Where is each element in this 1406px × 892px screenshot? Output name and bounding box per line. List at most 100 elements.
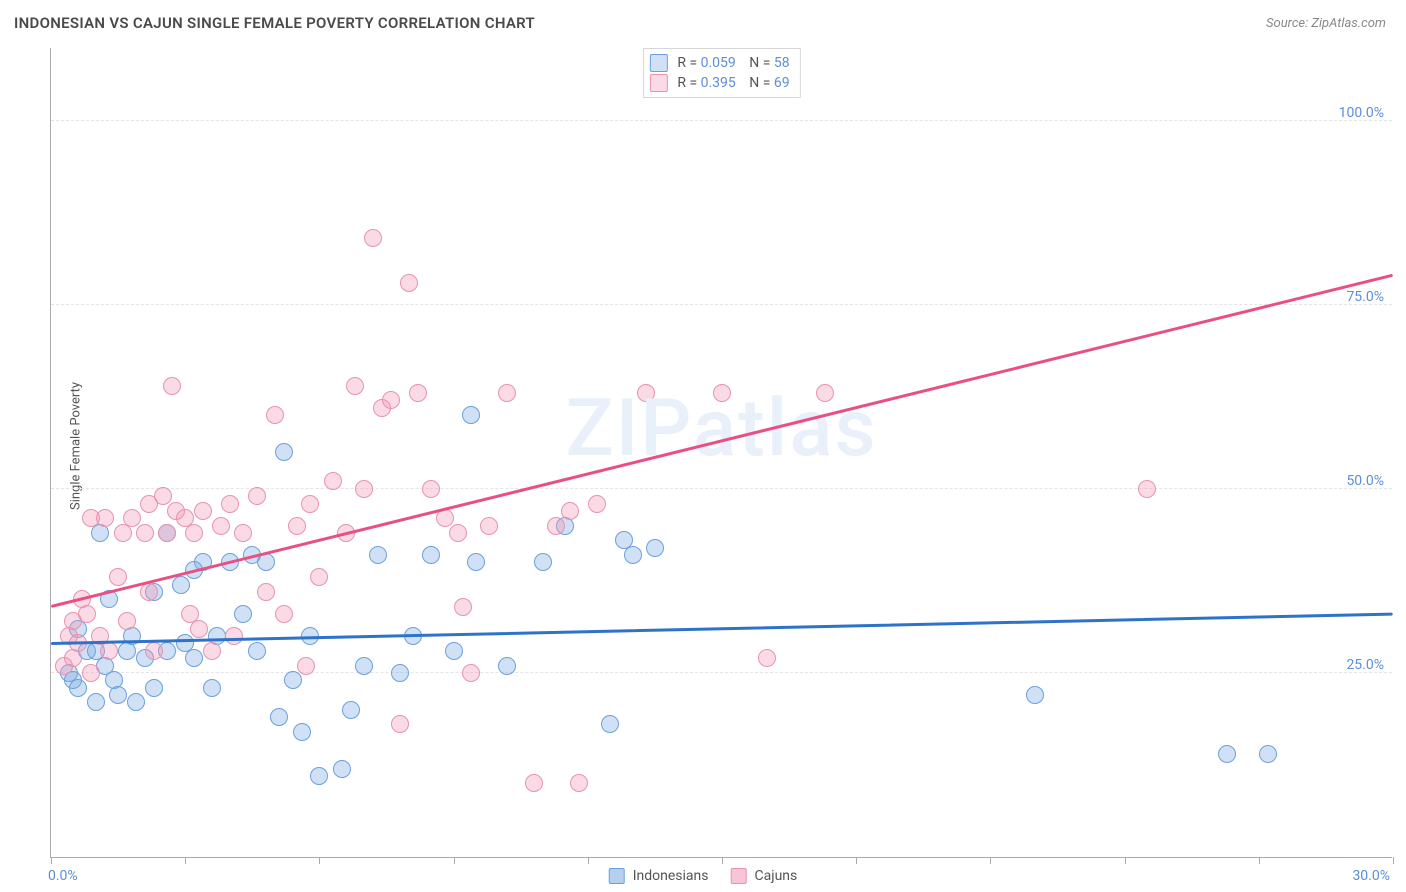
data-point	[758, 649, 776, 667]
data-point	[355, 480, 373, 498]
x-tick	[588, 857, 589, 864]
data-point	[221, 495, 239, 513]
data-point	[480, 517, 498, 535]
data-point	[355, 657, 373, 675]
stats-legend-row: R = 0.059 N = 58	[649, 53, 789, 73]
x-tick	[722, 857, 723, 864]
data-point	[163, 377, 181, 395]
r-label: R = 0.395	[677, 75, 735, 91]
x-tick	[51, 857, 52, 864]
n-value: 69	[774, 75, 790, 91]
data-point	[275, 443, 293, 461]
trend-line	[51, 613, 1393, 645]
data-point	[288, 517, 306, 535]
data-point	[1259, 745, 1277, 763]
series-legend: Indonesians Cajuns	[609, 868, 798, 884]
stats-legend-row: R = 0.395 N = 69	[649, 73, 789, 93]
x-tick	[1259, 857, 1260, 864]
data-point	[713, 384, 731, 402]
data-point	[346, 377, 364, 395]
data-point	[310, 767, 328, 785]
data-point	[436, 509, 454, 527]
data-point	[445, 642, 463, 660]
n-label: N = 69	[746, 75, 790, 91]
data-point	[301, 495, 319, 513]
data-point	[225, 627, 243, 645]
data-point	[194, 502, 212, 520]
n-label: N = 58	[746, 55, 790, 71]
data-point	[203, 679, 221, 697]
data-point	[422, 480, 440, 498]
data-point	[1138, 480, 1156, 498]
data-point	[145, 642, 163, 660]
x-tick	[1125, 857, 1126, 864]
y-tick-label: 25.0%	[1346, 657, 1384, 673]
data-point	[454, 598, 472, 616]
legend-swatch	[609, 868, 625, 884]
data-point	[284, 671, 302, 689]
data-point	[588, 495, 606, 513]
x-tick	[990, 857, 991, 864]
x-tick	[185, 857, 186, 864]
data-point	[87, 693, 105, 711]
data-point	[570, 774, 588, 792]
data-point	[109, 568, 127, 586]
data-point	[467, 553, 485, 571]
data-point	[140, 583, 158, 601]
data-point	[601, 715, 619, 733]
data-point	[172, 576, 190, 594]
data-point	[257, 553, 275, 571]
data-point	[154, 487, 172, 505]
data-point	[534, 553, 552, 571]
data-point	[624, 546, 642, 564]
trend-line	[51, 274, 1394, 608]
data-point	[248, 487, 266, 505]
data-point	[185, 524, 203, 542]
r-label: R = 0.059	[677, 55, 735, 71]
y-tick-label: 50.0%	[1346, 473, 1384, 489]
data-point	[561, 502, 579, 520]
stats-legend: R = 0.059 N = 58R = 0.395 N = 69	[642, 48, 800, 98]
data-point	[547, 517, 565, 535]
data-point	[342, 701, 360, 719]
data-point	[82, 664, 100, 682]
data-point	[391, 664, 409, 682]
data-point	[297, 657, 315, 675]
data-point	[118, 612, 136, 630]
x-axis-min-label: 0.0%	[48, 868, 78, 884]
legend-item: Indonesians	[609, 868, 709, 884]
data-point	[462, 406, 480, 424]
data-point	[816, 384, 834, 402]
y-tick-label: 100.0%	[1339, 105, 1384, 121]
data-point	[78, 605, 96, 623]
data-point	[293, 723, 311, 741]
data-point	[127, 693, 145, 711]
y-tick-label: 75.0%	[1346, 289, 1384, 305]
gridline	[51, 120, 1392, 121]
data-point	[190, 620, 208, 638]
data-point	[123, 509, 141, 527]
data-point	[69, 679, 87, 697]
data-point	[203, 642, 221, 660]
data-point	[462, 664, 480, 682]
data-point	[1218, 745, 1236, 763]
x-tick	[454, 857, 455, 864]
data-point	[422, 546, 440, 564]
data-point	[449, 524, 467, 542]
x-axis-max-label: 30.0%	[1352, 868, 1390, 884]
gridline	[51, 304, 1392, 305]
legend-item: Cajuns	[731, 868, 798, 884]
data-point	[96, 509, 114, 527]
data-point	[234, 605, 252, 623]
data-point	[270, 708, 288, 726]
chart-title: INDONESIAN VS CAJUN SINGLE FEMALE POVERT…	[14, 14, 535, 32]
data-point	[275, 605, 293, 623]
plot-area: ZIPatlas R = 0.059 N = 58R = 0.395 N = 6…	[50, 48, 1392, 858]
data-point	[364, 229, 382, 247]
data-point	[310, 568, 328, 586]
chart-area: ZIPatlas R = 0.059 N = 58R = 0.395 N = 6…	[50, 48, 1392, 858]
data-point	[382, 391, 400, 409]
legend-label: Cajuns	[755, 868, 798, 884]
x-tick	[1393, 857, 1394, 864]
x-tick	[319, 857, 320, 864]
